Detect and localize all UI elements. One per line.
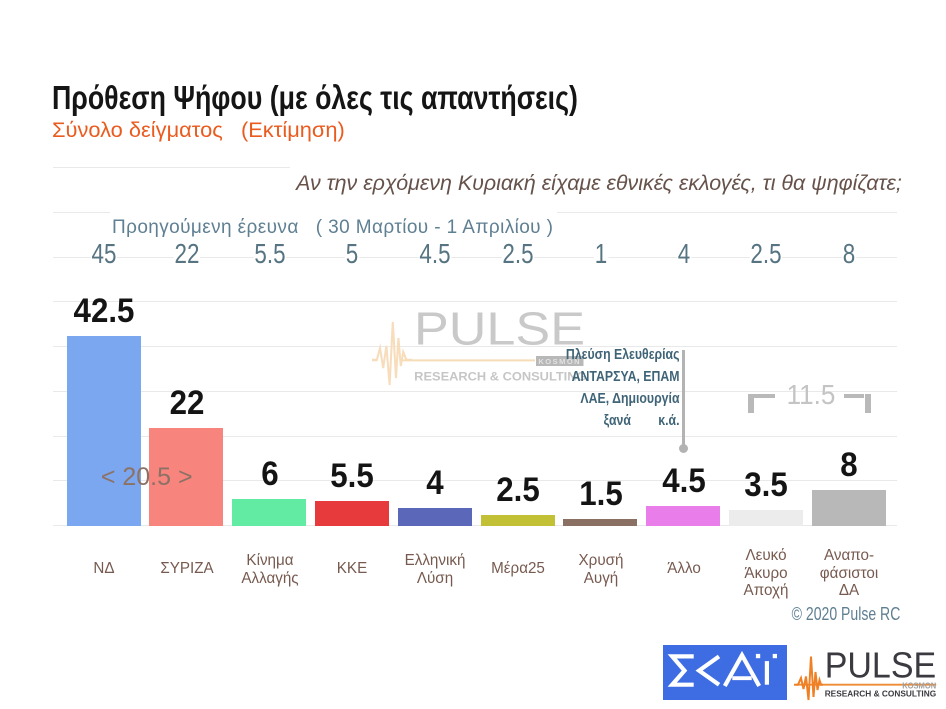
- svg-text:PULSE: PULSE: [414, 303, 585, 355]
- svg-text:RESEARCH & CONSULTING: RESEARCH & CONSULTING: [414, 370, 586, 384]
- svg-text:KOSMON: KOSMON: [538, 357, 581, 366]
- svg-text:KOSMON: KOSMON: [902, 681, 936, 691]
- svg-text:PULSE: PULSE: [825, 645, 937, 686]
- svg-text:RESEARCH & CONSULTING: RESEARCH & CONSULTING: [825, 688, 937, 698]
